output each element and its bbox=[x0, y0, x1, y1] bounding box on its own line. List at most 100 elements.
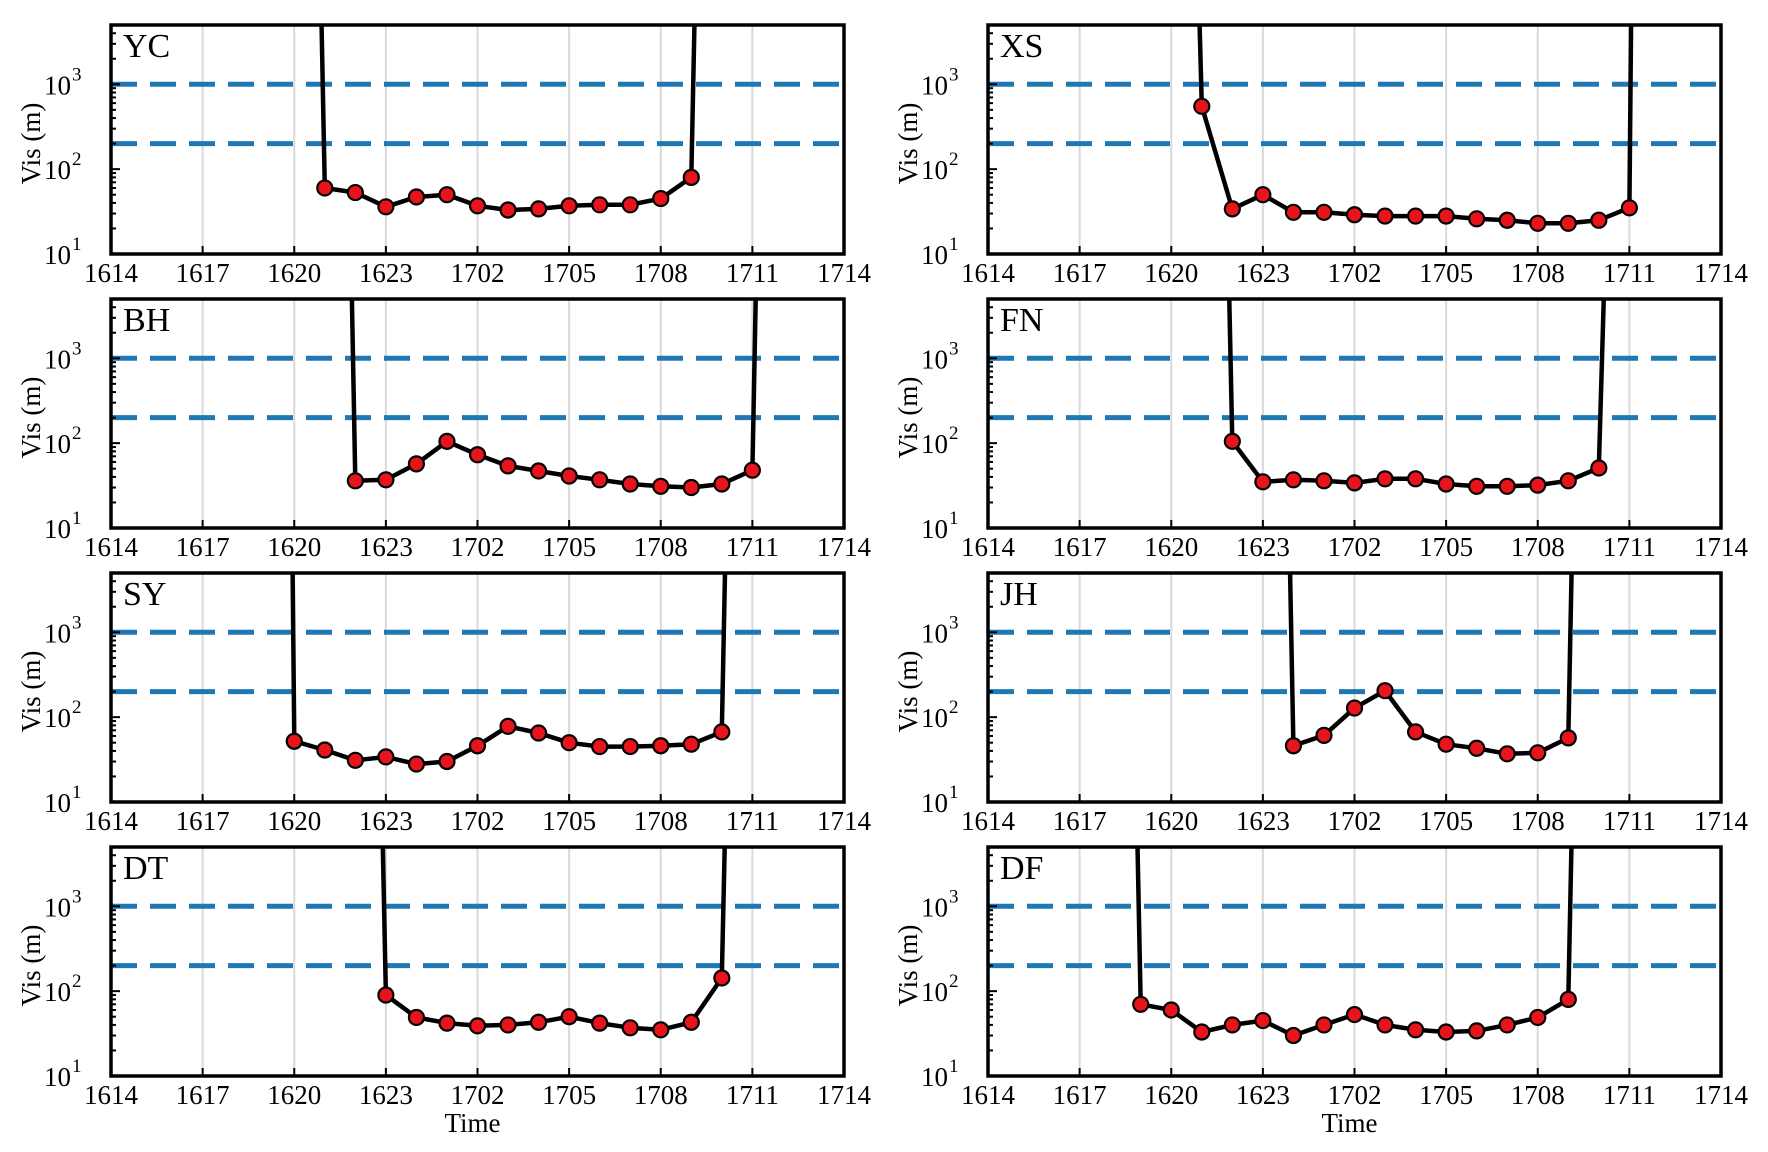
x-tick-label: 1623 bbox=[359, 258, 413, 288]
data-point bbox=[682, 478, 700, 497]
data-point bbox=[1529, 476, 1547, 494]
x-tick-label: 1708 bbox=[1511, 1080, 1565, 1110]
x-tick-label: 1617 bbox=[176, 806, 230, 836]
data-point bbox=[1223, 1016, 1241, 1034]
x-tick-label: 1711 bbox=[1603, 806, 1656, 836]
data-point bbox=[438, 752, 456, 771]
x-tick-label: 1702 bbox=[451, 1080, 505, 1110]
data-point bbox=[1406, 1021, 1425, 1039]
y-tick-label-base: 10 bbox=[921, 240, 948, 270]
x-tick-label: 1702 bbox=[451, 806, 505, 836]
x-tick-label: 1614 bbox=[961, 532, 1016, 562]
x-tick-label: 1623 bbox=[359, 532, 413, 562]
y-tick-label-exp: 2 bbox=[949, 697, 959, 718]
data-point bbox=[529, 1013, 548, 1031]
x-tick-label: 1614 bbox=[961, 806, 1016, 836]
data-point bbox=[1345, 1005, 1364, 1024]
x-tick-label: 1623 bbox=[1236, 258, 1290, 288]
data-point bbox=[743, 461, 761, 479]
data-point bbox=[1284, 737, 1303, 755]
data-point bbox=[1529, 214, 1547, 232]
data-point bbox=[499, 201, 517, 219]
data-point bbox=[499, 457, 517, 475]
x-tick-label: 1617 bbox=[1053, 532, 1107, 562]
series-line bbox=[319, 25, 697, 213]
y-tick-label-exp: 1 bbox=[949, 1056, 959, 1077]
data-point bbox=[1315, 203, 1333, 221]
y-tick-label-base: 10 bbox=[44, 788, 71, 818]
data-point bbox=[529, 200, 548, 218]
y-tick-label-base: 10 bbox=[921, 977, 948, 1007]
data-point bbox=[1559, 729, 1577, 747]
x-tick-label: 1617 bbox=[176, 258, 230, 288]
data-point bbox=[1437, 207, 1455, 225]
panel-label: XS bbox=[1000, 28, 1043, 65]
data-point bbox=[1468, 739, 1486, 757]
x-tick-label: 1614 bbox=[84, 258, 139, 288]
data-point bbox=[346, 751, 364, 769]
data-point bbox=[1437, 1023, 1455, 1041]
y-tick-label-exp: 3 bbox=[949, 338, 959, 359]
data-point bbox=[407, 455, 426, 473]
data-point bbox=[682, 735, 700, 753]
data-point bbox=[346, 472, 364, 490]
data-point bbox=[1315, 1016, 1333, 1034]
data-point bbox=[346, 183, 364, 202]
data-point bbox=[1376, 207, 1394, 225]
x-tick-label: 1714 bbox=[817, 806, 872, 836]
data-point bbox=[1315, 726, 1333, 744]
data-point bbox=[1437, 735, 1455, 753]
data-point bbox=[438, 186, 456, 204]
data-point bbox=[1223, 200, 1241, 218]
panel-label: JH bbox=[1000, 576, 1038, 613]
y-tick-label-base: 10 bbox=[44, 618, 71, 648]
data-point bbox=[1590, 211, 1608, 229]
y-tick-label-exp: 1 bbox=[949, 234, 959, 255]
data-point bbox=[1284, 203, 1303, 221]
y-tick-label-exp: 2 bbox=[949, 149, 959, 170]
data-point bbox=[713, 475, 731, 493]
y-tick-label-base: 10 bbox=[921, 703, 948, 733]
x-tick-label: 1623 bbox=[1236, 806, 1290, 836]
y-tick-label-exp: 3 bbox=[72, 886, 82, 907]
data-point bbox=[560, 1008, 578, 1026]
x-tick-label: 1617 bbox=[1053, 258, 1107, 288]
panel-label: DF bbox=[1000, 850, 1043, 887]
series-line bbox=[349, 299, 758, 490]
data-point bbox=[1345, 206, 1364, 224]
data-point bbox=[407, 188, 426, 206]
panel-label: BH bbox=[123, 302, 170, 339]
x-tick-label: 1702 bbox=[451, 532, 505, 562]
data-point bbox=[529, 462, 548, 480]
data-point bbox=[1406, 207, 1425, 225]
data-point bbox=[316, 741, 334, 759]
x-tick-label: 1714 bbox=[1694, 258, 1749, 288]
y-tick-label-base: 10 bbox=[44, 344, 71, 374]
panel-label: SY bbox=[123, 576, 166, 613]
x-tick-label: 1702 bbox=[1328, 1080, 1382, 1110]
data-point bbox=[1406, 470, 1425, 488]
x-axis-title: Time bbox=[444, 1108, 500, 1138]
x-tick-label: 1702 bbox=[451, 258, 505, 288]
data-point bbox=[1406, 723, 1425, 741]
x-tick-label: 1714 bbox=[1694, 1080, 1749, 1110]
x-tick-label: 1620 bbox=[267, 1080, 321, 1110]
data-point bbox=[591, 1014, 609, 1032]
y-tick-label-exp: 2 bbox=[949, 971, 959, 992]
y-tick-label-base: 10 bbox=[44, 703, 71, 733]
y-tick-label-base: 10 bbox=[44, 977, 71, 1007]
x-tick-label: 1714 bbox=[817, 1080, 872, 1110]
panel-label: FN bbox=[1000, 302, 1043, 339]
y-tick-label-exp: 1 bbox=[72, 1056, 82, 1077]
x-tick-label: 1711 bbox=[726, 806, 779, 836]
y-tick-label-exp: 2 bbox=[72, 149, 82, 170]
data-point bbox=[1468, 477, 1486, 495]
data-point bbox=[1254, 473, 1272, 491]
data-point bbox=[621, 196, 639, 214]
data-point bbox=[682, 168, 700, 186]
y-tick-label-base: 10 bbox=[921, 514, 948, 544]
data-point bbox=[682, 1013, 700, 1031]
x-tick-label: 1620 bbox=[1144, 806, 1198, 836]
y-tick-label-base: 10 bbox=[921, 618, 948, 648]
data-point bbox=[377, 748, 395, 766]
